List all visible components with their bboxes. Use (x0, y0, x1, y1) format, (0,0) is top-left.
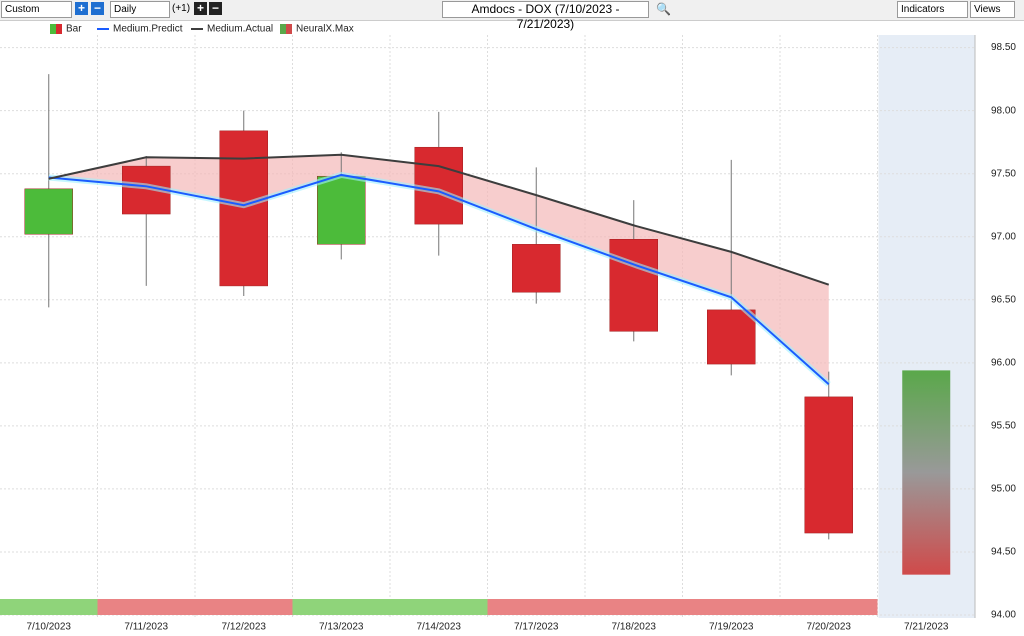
offset-plus[interactable]: + (194, 2, 207, 15)
legend-swatch (50, 24, 56, 34)
legend-swatch (280, 24, 286, 34)
x-tick-label: 7/20/2023 (807, 622, 852, 633)
y-tick-label: 95.00 (991, 484, 1016, 495)
signal-segment (195, 599, 293, 615)
candle-body (804, 396, 853, 534)
y-tick-label: 94.00 (991, 610, 1016, 621)
x-tick-label: 7/11/2023 (124, 622, 168, 633)
y-tick-label: 98.00 (991, 105, 1016, 116)
signal-segment (585, 599, 683, 615)
x-tick-label: 7/18/2023 (612, 622, 657, 633)
signal-segment (292, 599, 390, 615)
y-tick-label: 94.50 (991, 547, 1016, 558)
chart: 94.00 94.50 95.00 95.50 96.00 96.50 97.00 97.50… (0, 24, 1016, 633)
signal-segment (682, 599, 780, 615)
offset: (+1) (172, 3, 191, 14)
legend-label: Medium.Actual (207, 24, 273, 35)
x-tick-label: 7/21/2023 (904, 622, 949, 633)
series-line (48, 173, 830, 386)
x-tick-label: 7/13/2023 (319, 622, 364, 633)
x-tick-label: 7/12/2023 (222, 622, 267, 633)
x-tick-label: 7/10/2023 (27, 622, 72, 633)
chart-title: Amdocs - DOX (7/10/2023 - 7/21/2023) (442, 1, 649, 31)
legend-label: Medium.Predict (113, 24, 183, 35)
x-tick-label: 7/17/2023 (514, 622, 559, 633)
toolbar: Custom + − Daily (+1) + − Amdocs - DOX (… (0, 0, 1024, 31)
offset-minus[interactable]: − (209, 2, 222, 15)
signal-segment (0, 599, 98, 615)
x-tick-label: 7/14/2023 (417, 622, 462, 633)
y-tick-label: 96.50 (991, 294, 1016, 305)
views-menu[interactable]: Views (970, 1, 1015, 18)
signal-segment (97, 599, 195, 615)
legend-label: Bar (66, 24, 82, 35)
y-tick-label: 97.00 (991, 231, 1016, 242)
signal-segment (390, 599, 488, 615)
forecast-range (902, 370, 951, 575)
candle-body (609, 239, 658, 332)
search-icon[interactable]: 🔍 (656, 2, 671, 16)
series-line (48, 153, 830, 286)
candle-body (24, 188, 73, 235)
candle-body (512, 244, 561, 293)
y-tick-label: 95.50 (991, 421, 1016, 432)
legend-swatch (286, 24, 292, 34)
candle-body (707, 309, 756, 365)
zoom-out[interactable]: − (91, 2, 104, 15)
y-tick-label: 97.50 (991, 168, 1016, 179)
candle-body (317, 175, 366, 245)
candle-body (219, 130, 268, 287)
y-tick-label: 96.00 (991, 357, 1016, 368)
period-select[interactable]: Custom (1, 1, 72, 18)
indicators-menu[interactable]: Indicators (897, 1, 968, 18)
x-tick-label: 7/19/2023 (709, 622, 754, 633)
legend-swatch (56, 24, 62, 34)
y-tick-label: 98.50 (991, 42, 1016, 53)
zoom-in[interactable]: + (75, 2, 88, 15)
signal-segment (780, 599, 878, 615)
legend-label: NeuralX.Max (296, 24, 354, 35)
signal-segment (487, 599, 585, 615)
interval-select[interactable]: Daily (110, 1, 170, 18)
